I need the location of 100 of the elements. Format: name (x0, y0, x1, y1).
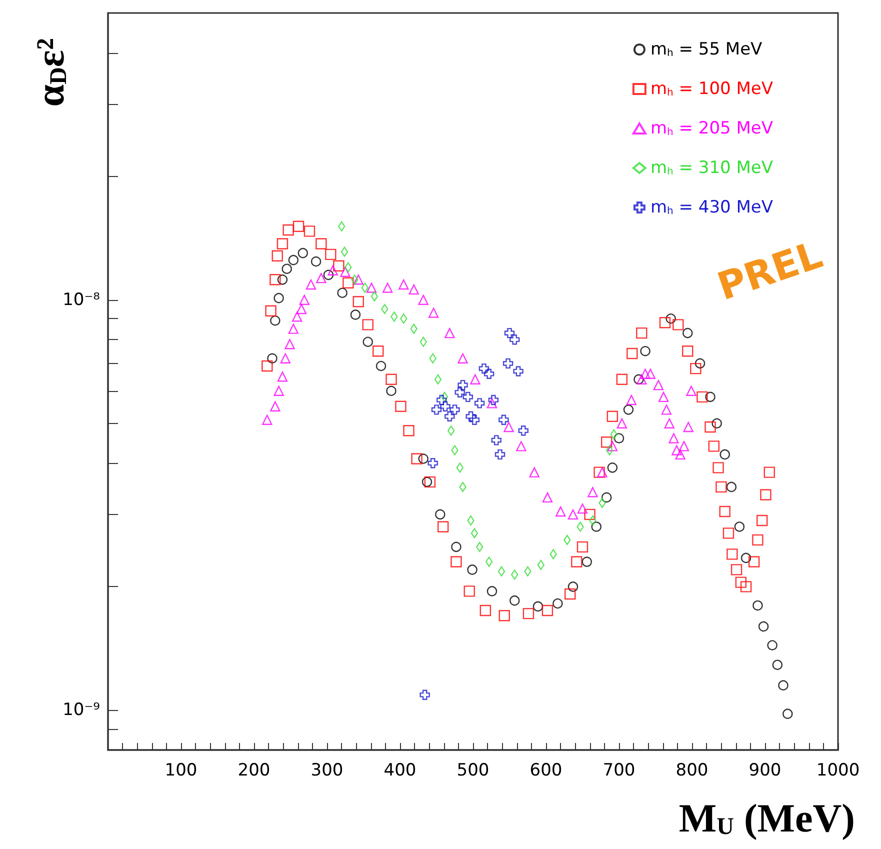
point (678, 441, 690, 452)
point (672, 445, 682, 456)
point (760, 489, 772, 500)
point (491, 435, 502, 446)
point (386, 386, 396, 396)
legend-label: mh = 205 MeV (650, 118, 774, 138)
point (296, 304, 307, 314)
point (451, 542, 462, 552)
point (552, 598, 563, 609)
point (480, 604, 492, 616)
point (276, 238, 288, 250)
point (434, 374, 442, 384)
point (310, 256, 322, 267)
point (661, 404, 672, 415)
point (435, 509, 446, 520)
point (730, 564, 742, 576)
point (694, 358, 706, 369)
point (735, 576, 747, 588)
point (274, 292, 284, 304)
point (458, 353, 468, 364)
point (298, 248, 308, 258)
point (340, 246, 348, 257)
y-tick-label: 10⁻⁸ (62, 290, 100, 310)
point (568, 582, 578, 592)
x-tick-label: 700 (602, 760, 636, 780)
point (764, 466, 775, 478)
point (616, 374, 628, 385)
point (720, 449, 730, 460)
point (376, 360, 386, 372)
point (450, 404, 460, 415)
point (466, 411, 476, 422)
point (337, 288, 348, 298)
point (440, 401, 450, 412)
point (686, 386, 696, 396)
point (577, 503, 588, 514)
point (542, 604, 554, 616)
point (522, 608, 534, 620)
point (556, 506, 566, 517)
point (428, 458, 438, 468)
point (454, 387, 465, 398)
point (370, 291, 378, 302)
point (353, 274, 364, 285)
point (740, 581, 752, 592)
point (282, 224, 294, 236)
x-tick-label: 500 (456, 760, 490, 780)
annotation: PREL (712, 232, 828, 309)
point (568, 509, 578, 520)
point (340, 266, 350, 277)
point (361, 282, 369, 293)
point (484, 368, 494, 379)
point (664, 418, 674, 428)
legend-label: mh = 100 MeV (650, 79, 774, 99)
point (594, 466, 605, 478)
point (645, 368, 656, 379)
point (550, 549, 557, 560)
point (362, 336, 373, 347)
point (576, 522, 584, 532)
point (529, 467, 540, 478)
point (469, 414, 480, 425)
point (623, 404, 634, 415)
point (704, 421, 716, 433)
point (518, 426, 528, 436)
point (494, 449, 506, 460)
point (451, 445, 458, 456)
point (576, 541, 588, 553)
point (582, 556, 592, 567)
legend-label: mh = 310 MeV (650, 158, 774, 178)
point (658, 392, 669, 402)
point (726, 548, 738, 560)
point (607, 441, 618, 452)
point (682, 346, 694, 357)
point (502, 358, 514, 369)
point (524, 566, 532, 576)
point (458, 380, 468, 390)
point (418, 294, 428, 305)
point (734, 522, 745, 532)
x-tick-label: 900 (748, 760, 782, 780)
point (272, 250, 283, 262)
point (280, 353, 290, 364)
point (456, 462, 464, 473)
point (267, 353, 278, 364)
point (488, 394, 499, 406)
point (758, 621, 769, 632)
point (437, 521, 449, 532)
point (510, 334, 520, 345)
point (428, 308, 439, 318)
point (659, 317, 671, 328)
point (362, 319, 374, 330)
point (606, 410, 618, 422)
point (486, 398, 498, 408)
point (262, 414, 272, 425)
point (640, 346, 650, 356)
point (498, 566, 506, 576)
point (262, 360, 273, 372)
legend-label: mh = 55 MeV (650, 40, 763, 60)
point (748, 556, 760, 568)
point (333, 260, 344, 272)
point (372, 346, 384, 357)
point (712, 462, 724, 474)
point (395, 400, 406, 412)
